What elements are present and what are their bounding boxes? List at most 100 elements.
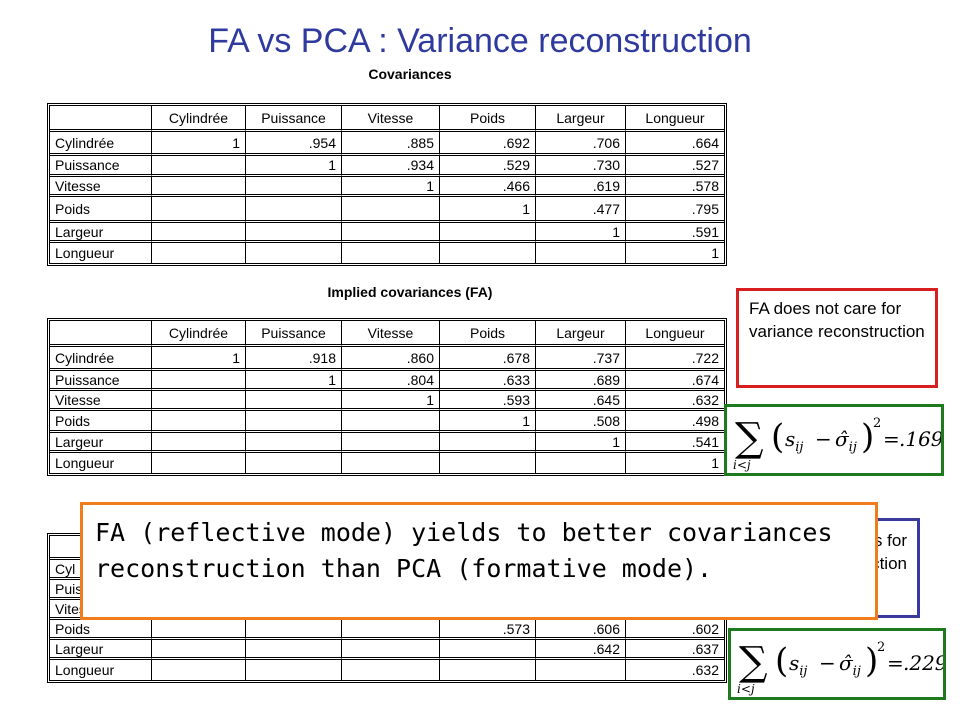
table-cell xyxy=(152,391,246,411)
table-cell xyxy=(246,243,342,263)
column-header: Largeur xyxy=(536,321,626,347)
table-cell: .642 xyxy=(536,640,626,660)
table-cell: .619 xyxy=(536,177,626,197)
table-cell: .466 xyxy=(440,177,536,197)
table-cell: .606 xyxy=(536,620,626,640)
table-cell xyxy=(342,223,440,243)
table-cell xyxy=(246,411,342,433)
table-cell xyxy=(342,453,440,473)
sigma-hat-term: σ̂ij xyxy=(835,427,857,455)
row-label: Largeur xyxy=(50,223,152,243)
table-row: Poids .573.606.602 xyxy=(50,620,724,640)
column-header: Largeur xyxy=(536,106,626,132)
row-label: Longueur xyxy=(50,453,152,473)
fa-value: .169 xyxy=(899,427,941,451)
fa-note-box: FA does not care for variance reconstruc… xyxy=(736,288,938,388)
table-cell: .678 xyxy=(440,347,536,371)
table-cell xyxy=(342,243,440,263)
table-cell xyxy=(152,411,246,433)
table-cell: .508 xyxy=(536,411,626,433)
exponent-two: 2 xyxy=(873,416,881,431)
row-label: Longueur xyxy=(50,660,152,680)
table-cell xyxy=(342,640,440,660)
sum-index: i<j xyxy=(733,458,751,472)
row-label: Poids xyxy=(50,620,152,640)
column-header: Puissance xyxy=(246,106,342,132)
table-cell: .527 xyxy=(626,156,724,177)
callout-line-2: reconstruction than PCA (formative mode)… xyxy=(95,554,713,583)
right-paren: ) xyxy=(865,641,878,681)
right-paren: ) xyxy=(861,417,874,457)
implied-fa-table: Cylindrée Puissance Vitesse Poids Largeur Lon… xyxy=(47,318,727,476)
table-cell xyxy=(246,391,342,411)
table-cell xyxy=(152,197,246,223)
table-row: Poids 1.477.795 xyxy=(50,197,724,223)
table-cell: .722 xyxy=(626,347,724,371)
table-cell: 1 xyxy=(536,433,626,453)
left-paren: ( xyxy=(771,417,784,457)
table-cell: .529 xyxy=(440,156,536,177)
equals-sign: = xyxy=(883,427,900,451)
fa-note-text: FA does not care for variance reconstruc… xyxy=(749,299,925,341)
covariances-caption: Covariances xyxy=(368,66,452,82)
table-cell: .692 xyxy=(440,132,536,156)
table-cell: .664 xyxy=(626,132,724,156)
table-cell xyxy=(152,156,246,177)
row-label: Vitesse xyxy=(50,177,152,197)
table-cell xyxy=(440,223,536,243)
left-paren: ( xyxy=(775,641,788,681)
column-header: Puissance xyxy=(246,321,342,347)
table-cell xyxy=(536,453,626,473)
table-cell: .578 xyxy=(626,177,724,197)
table-cell: .591 xyxy=(626,223,724,243)
table-cell: .633 xyxy=(440,371,536,391)
sum-symbol: ∑ xyxy=(739,639,768,685)
row-label: Longueur xyxy=(50,243,152,263)
table-cell xyxy=(342,197,440,223)
table-cell xyxy=(152,371,246,391)
table-header-row: Cylindrée Puissance Vitesse Poids Largeur Lon… xyxy=(50,321,724,347)
table-cell: .730 xyxy=(536,156,626,177)
table-cell xyxy=(342,411,440,433)
column-header: Poids xyxy=(440,106,536,132)
column-header: Poids xyxy=(440,321,536,347)
table-cell: .645 xyxy=(536,391,626,411)
table-cell: 1 xyxy=(246,156,342,177)
table-cell xyxy=(246,197,342,223)
table-cell: 1 xyxy=(246,371,342,391)
equals-sign: = xyxy=(887,651,904,675)
table-cell xyxy=(342,620,440,640)
table-cell: .632 xyxy=(626,391,724,411)
table-row: Cylindrée 1.954.885.692.706.664 xyxy=(50,132,724,156)
table-cell: .918 xyxy=(246,347,342,371)
row-label: Poids xyxy=(50,197,152,223)
table-cell xyxy=(152,243,246,263)
pca-value: .229 xyxy=(903,651,943,675)
table-cell xyxy=(440,640,536,660)
table-cell: .934 xyxy=(342,156,440,177)
column-header: Longueur xyxy=(626,321,724,347)
callout-line-1: FA (reflective mode) yields to better co… xyxy=(95,518,833,547)
table-cell: .573 xyxy=(440,620,536,640)
table-cell xyxy=(152,640,246,660)
column-header: Longueur xyxy=(626,106,724,132)
table-cell: 1 xyxy=(152,132,246,156)
table-cell xyxy=(246,433,342,453)
table-cell: .541 xyxy=(626,433,724,453)
s-ij-term: sij xyxy=(785,427,803,455)
row-label: Cylindrée xyxy=(50,132,152,156)
table-cell: .860 xyxy=(342,347,440,371)
sum-symbol: ∑ xyxy=(735,415,764,461)
implied-fa-caption: Implied covariances (FA) xyxy=(327,284,493,300)
table-row: Largeur 1.541 xyxy=(50,433,724,453)
table-cell xyxy=(440,433,536,453)
table-row: Largeur 1.591 xyxy=(50,223,724,243)
table-cell xyxy=(152,660,246,680)
table-cell: .689 xyxy=(536,371,626,391)
table-row: Vitesse 1.593.645.632 xyxy=(50,391,724,411)
conclusion-callout: FA (reflective mode) yields to better co… xyxy=(80,502,878,620)
column-header: Vitesse xyxy=(342,321,440,347)
minus-sign: − xyxy=(819,651,836,675)
table-cell xyxy=(246,620,342,640)
table-row: Cylindrée 1.918.860.678.737.722 xyxy=(50,347,724,371)
